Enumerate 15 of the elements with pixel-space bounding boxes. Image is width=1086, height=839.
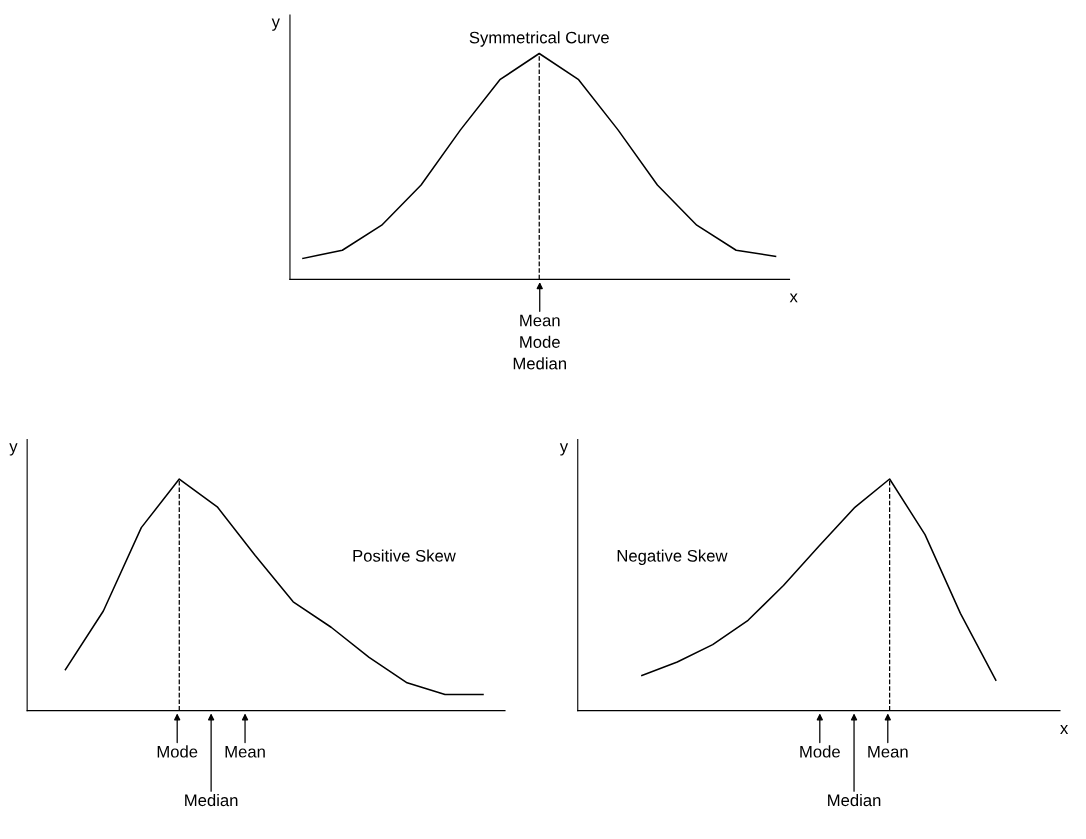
y-axis-title: y	[559, 443, 569, 456]
text: Median	[828, 793, 881, 807]
x-axis-title: x	[1060, 725, 1069, 734]
y-axis-title: y	[271, 18, 280, 31]
chart-title: Symmetrical Curve	[469, 31, 609, 47]
text: Mean Mode Median	[513, 314, 566, 370]
text: Mode	[800, 745, 840, 758]
y-axis-title: y	[9, 443, 18, 456]
text: Mode	[157, 745, 198, 758]
text: Positive Skew	[353, 549, 456, 562]
text: Negative Skew	[617, 549, 728, 566]
text: Mean	[868, 745, 908, 758]
text: Mean	[225, 745, 265, 758]
x-axis-title: x	[789, 293, 798, 303]
text: Median	[185, 793, 238, 807]
